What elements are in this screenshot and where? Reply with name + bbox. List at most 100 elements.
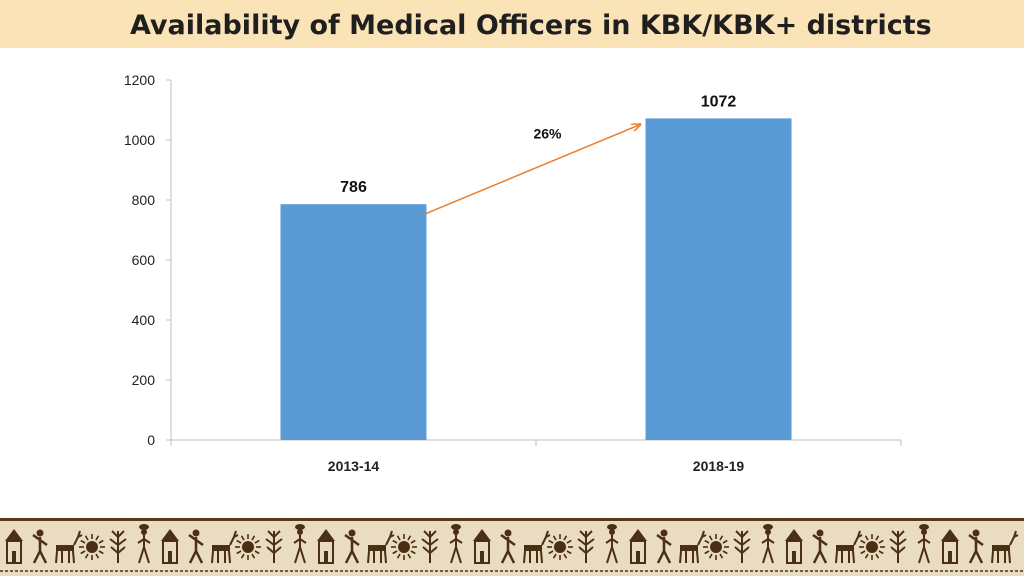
- pot-carrier-body: [293, 535, 307, 564]
- pot-carrier-body: [137, 535, 151, 564]
- sun-core: [398, 541, 410, 553]
- sun-ray: [251, 553, 256, 559]
- deer-legs: [679, 530, 707, 564]
- hut-icon: [629, 529, 647, 564]
- sun-ray: [708, 535, 713, 541]
- deer-icon: [55, 530, 83, 564]
- deer-icon: [523, 530, 551, 564]
- sun-ray: [240, 535, 245, 541]
- deer-body: [368, 545, 386, 551]
- tree-branches: [109, 530, 127, 563]
- sun-ray: [563, 535, 568, 541]
- hut-roof: [941, 529, 959, 541]
- pot-shape: [607, 524, 617, 530]
- data-label: 1072: [701, 93, 737, 110]
- deer-icon: [991, 530, 1019, 564]
- hut-door: [480, 551, 484, 563]
- sun-icon: [547, 534, 573, 560]
- sun-ray: [84, 535, 89, 541]
- deer-body: [836, 545, 854, 551]
- sun-ray: [875, 553, 880, 559]
- sun-core: [242, 541, 254, 553]
- y-tick-label: 1000: [124, 132, 155, 148]
- sun-ray: [254, 550, 260, 555]
- dancer-body: [188, 533, 204, 564]
- sun-ray: [254, 539, 260, 544]
- pot-icon: [293, 524, 307, 564]
- growth-annotation-label: 26%: [533, 125, 562, 141]
- y-tick-label: 600: [132, 252, 156, 268]
- sun-ray: [719, 553, 724, 559]
- sun-ray: [396, 553, 401, 559]
- hut-door: [948, 551, 952, 563]
- tree-icon: [577, 530, 595, 563]
- pot-carrier-head: [609, 529, 615, 535]
- hut-icon: [941, 529, 959, 564]
- title-bar: [0, 0, 1024, 48]
- pot-carrier-body: [449, 535, 463, 564]
- hut-icon: [473, 529, 491, 564]
- sun-ray: [251, 535, 256, 541]
- sun-ray: [566, 550, 572, 555]
- x-category-label: 2013-14: [328, 458, 380, 474]
- pot-carrier-head: [921, 529, 927, 535]
- hut-roof: [785, 529, 803, 541]
- sun-ray: [410, 539, 416, 544]
- sun-ray: [95, 535, 100, 541]
- tree-branches: [733, 530, 751, 563]
- sun-ray: [704, 539, 710, 544]
- deer-body: [56, 545, 74, 551]
- sun-ray: [875, 535, 880, 541]
- sun-ray: [407, 553, 412, 559]
- sun-core: [710, 541, 722, 553]
- sun-icon: [79, 534, 105, 560]
- sun-ray: [407, 535, 412, 541]
- sun-icon: [391, 534, 417, 560]
- deer-legs: [367, 530, 395, 564]
- pot-shape: [451, 524, 461, 530]
- pot-carrier-head: [765, 529, 771, 535]
- deer-body: [680, 545, 698, 551]
- sun-ray: [548, 550, 554, 555]
- pot-carrier-head: [453, 529, 459, 535]
- sun-ray: [708, 553, 713, 559]
- sun-ray: [566, 539, 572, 544]
- sun-ray: [410, 550, 416, 555]
- hut-roof: [5, 529, 23, 541]
- tree-branches: [889, 530, 907, 563]
- hut-door: [792, 551, 796, 563]
- bar: [645, 118, 792, 441]
- sun-ray: [552, 535, 557, 541]
- pot-icon: [449, 524, 463, 564]
- deer-legs: [523, 530, 551, 564]
- sun-ray: [878, 550, 884, 555]
- hut-door: [324, 551, 328, 563]
- tree-icon: [733, 530, 751, 563]
- dancer-icon: [32, 529, 48, 564]
- dancer-head: [660, 529, 668, 537]
- bar-chart: 0 200 400 600 800 1000 1200 786 2013-14 1072 2018…: [124, 72, 902, 474]
- hut-door: [12, 551, 16, 563]
- sun-ray: [98, 539, 104, 544]
- sun-ray: [396, 535, 401, 541]
- tree-icon: [265, 530, 283, 563]
- tree-icon: [889, 530, 907, 563]
- sun-ray: [392, 550, 398, 555]
- hut-door: [168, 551, 172, 563]
- dancer-icon: [968, 529, 984, 564]
- deer-legs: [835, 530, 863, 564]
- tribal-art-border: [0, 524, 1024, 572]
- hut-icon: [5, 529, 23, 564]
- hut-door: [636, 551, 640, 563]
- dancer-head: [192, 529, 200, 537]
- deer-icon: [679, 530, 707, 564]
- sun-ray: [722, 550, 728, 555]
- hut-icon: [161, 529, 179, 564]
- tree-branches: [421, 530, 439, 563]
- sun-ray: [719, 535, 724, 541]
- sun-ray: [80, 539, 86, 544]
- sun-ray: [552, 553, 557, 559]
- y-tick-label: 200: [132, 372, 156, 388]
- dancer-body: [500, 533, 516, 564]
- pot-carrier-head: [297, 529, 303, 535]
